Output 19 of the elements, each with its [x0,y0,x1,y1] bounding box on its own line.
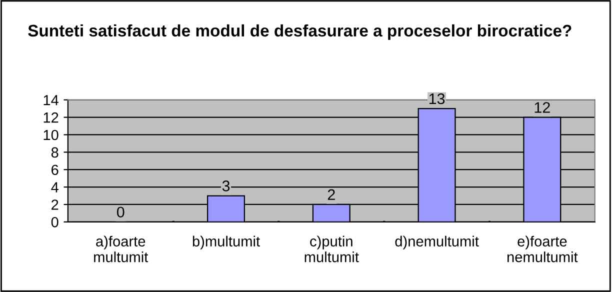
y-tick-label: 12 [44,112,58,123]
x-tick-label: b)multumit [192,236,260,250]
y-tick-label: 4 [51,182,58,192]
data-label: 13 [429,93,445,104]
chart-title: Sunteti satisfacut de modul de desfasurare a proceselor birocratice? [28,24,572,40]
data-label: 0 [116,206,124,218]
x-tick-label: d)nemultumit [395,236,479,250]
data-label: 12 [534,102,550,113]
x-tick-label: a)foarte multumit [94,236,148,262]
x-tick-label: e)foarte nemultumit [507,236,578,262]
y-tick-label: 10 [44,130,58,140]
y-tick-label: 0 [51,217,58,228]
y-tick-label: 8 [51,147,58,158]
data-label: 2 [328,189,335,200]
y-tick-label: 2 [52,200,58,210]
x-tick-label: c)putin multumit [304,236,359,262]
y-tick-label: 6 [52,164,58,176]
data-label: 3 [222,180,230,192]
y-tick-label: 14 [44,95,58,106]
